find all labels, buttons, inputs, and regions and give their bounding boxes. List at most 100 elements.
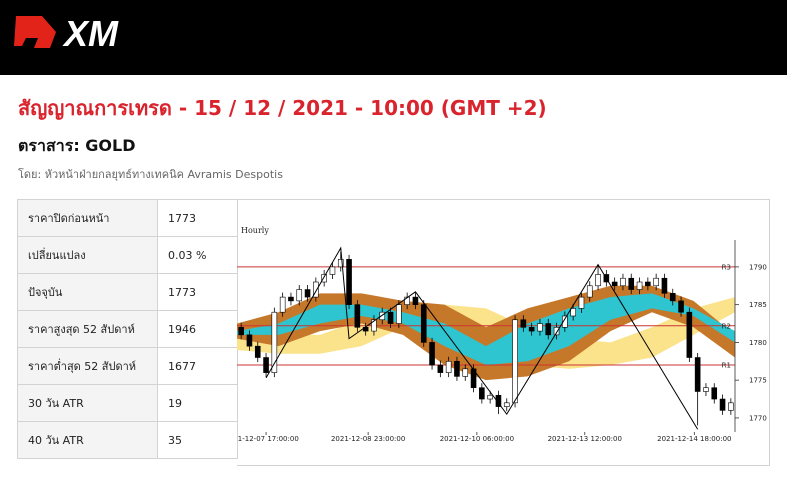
candle-body (288, 296, 294, 302)
logo-text[interactable]: XM (62, 13, 119, 54)
candle-body (354, 304, 361, 328)
candle-body (437, 364, 444, 373)
y-tick-label: 1780 (749, 339, 767, 347)
candle-body (545, 323, 552, 336)
y-tick-label: 1770 (749, 414, 767, 422)
row-value: 19 (157, 384, 238, 422)
candle-body (711, 387, 718, 400)
candle-body (462, 368, 469, 377)
logo: XM (14, 13, 119, 54)
table-row: ราคาต่ำสุด 52 สัปดาห์ 1677 (17, 347, 238, 385)
candle-body (337, 259, 344, 268)
row-value: 1773 (157, 273, 238, 311)
candle-body (703, 387, 709, 392)
x-tick-label: 21-12-07 17:00:00 (237, 435, 299, 443)
candle-body (686, 311, 693, 358)
row-value: 1946 (157, 310, 238, 348)
candle-body (728, 402, 734, 411)
candle-body (628, 277, 635, 290)
candle-body (238, 327, 244, 336)
candle-body (570, 308, 576, 317)
level-label: R1 (722, 362, 731, 370)
top-bar: XM (0, 0, 787, 75)
candle-body (371, 319, 377, 332)
candle-body (678, 300, 684, 313)
x-tick-label: 2021-12-10 06:00:00 (440, 435, 514, 443)
chart-frame: Hourly R3 R2 R1 1770 1775 1780 1785 1790 21-12-0… (233, 199, 770, 466)
row-label: 30 วัน ATR (17, 384, 158, 422)
candle-body (661, 277, 668, 294)
candle-body (254, 345, 261, 358)
candle-body (636, 281, 643, 290)
table-row: ปัจจุบัน 1773 (17, 273, 238, 311)
row-label: ราคาต่ำสุด 52 สัปดาห์ (17, 347, 158, 385)
plot-area (237, 246, 735, 430)
candle-body (719, 398, 726, 411)
candle-body (396, 304, 402, 324)
candle-body (694, 357, 701, 392)
table-row: ราคาสูงสุด 52 สัปดาห์ 1946 (17, 310, 238, 348)
y-tick-label: 1790 (749, 263, 767, 271)
row-label: ปัจจุบัน (17, 273, 158, 311)
candle-body (304, 289, 311, 298)
chart: Hourly R3 R2 R1 1770 1775 1780 1785 1790 21-12-0… (233, 226, 767, 443)
candle-body (578, 296, 585, 309)
candle-body (620, 277, 626, 287)
candle-body (586, 285, 593, 298)
y-tick-label: 1785 (749, 301, 767, 309)
stats-table: ราคาปิดก่อนหน้า 1773 เปลี่ยนแปลง 0.03 % ปัจจ… (17, 199, 238, 459)
candle-body (487, 394, 493, 400)
row-label: ราคาปิดก่อนหน้า (17, 199, 158, 237)
row-label: เปลี่ยนแปลง (17, 236, 158, 274)
candle-body (653, 277, 659, 287)
candle-body (512, 319, 518, 404)
table-row: 30 วัน ATR 19 (17, 384, 238, 422)
y-tick-label: 1775 (749, 377, 767, 385)
candle-body (412, 296, 419, 305)
candle-body (445, 360, 452, 373)
candle-body (479, 387, 485, 400)
candle-body (611, 281, 618, 287)
instrument: ตราสาร: GOLD (18, 136, 136, 155)
author: โดย: หัวหน้าฝ่ายกลยุทธ์ทางเทคนิค Avramis… (18, 168, 283, 181)
candle-body (645, 281, 651, 287)
candle-body (313, 281, 319, 298)
row-value: 0.03 % (157, 236, 238, 274)
chart-title: Hourly (241, 226, 269, 235)
zigzag-line (265, 246, 699, 430)
x-tick-label: 2021-12-08 23:00:00 (331, 435, 405, 443)
page-title: สัญญาณการเทรด - 15 / 12 / 2021 - 10:00 (… (18, 96, 547, 120)
level-label: R3 (722, 263, 731, 271)
candle-body (528, 327, 535, 332)
candle-body (520, 319, 527, 328)
candle-body (537, 323, 543, 332)
candle-body (263, 357, 269, 373)
table-row: 40 วัน ATR 35 (17, 421, 238, 459)
candle-body (562, 315, 568, 328)
logo-mark (14, 16, 56, 48)
table-row: เปลี่ยนแปลง 0.03 % (17, 236, 238, 274)
x-tick-label: 2021-12-14 18:00:00 (657, 435, 731, 443)
candle-body (553, 327, 560, 336)
row-label: 40 วัน ATR (17, 421, 158, 459)
row-label: ราคาสูงสุด 52 สัปดาห์ (17, 310, 158, 348)
band (237, 293, 735, 366)
candle-body (595, 274, 601, 287)
candle-body (454, 360, 460, 377)
candle-body (329, 266, 336, 275)
candle-body (271, 311, 278, 373)
row-value: 1773 (157, 199, 238, 237)
table-row: ราคาปิดก่อนหน้า 1773 (17, 199, 238, 237)
row-value: 1677 (157, 347, 238, 385)
level-label: R2 (722, 322, 731, 330)
x-tick-label: 2021-12-13 12:00:00 (548, 435, 622, 443)
candle-body (420, 304, 427, 343)
candle-body (321, 274, 327, 283)
candle-body (387, 311, 394, 324)
candle-body (495, 394, 502, 407)
candle-body (503, 402, 510, 407)
axes: R3 R2 R1 1770 1775 1780 1785 1790 21-12-07 17:00… (233, 240, 767, 443)
candle-body (246, 334, 253, 347)
candle-body (279, 296, 286, 313)
